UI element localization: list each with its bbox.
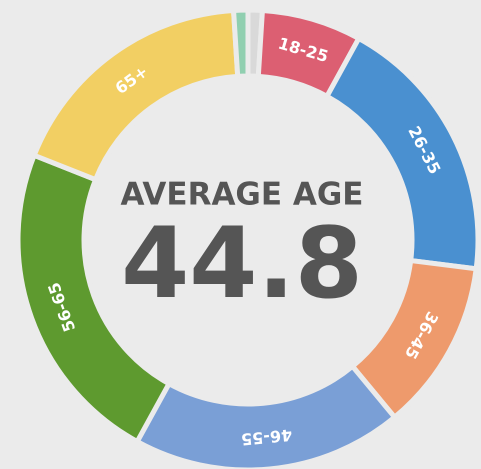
donut-segment xyxy=(230,7,251,79)
chart-title: AVERAGE AGE xyxy=(121,177,364,213)
segment-label: 46-55 xyxy=(240,425,293,449)
center-value: 44.8 xyxy=(121,207,363,321)
